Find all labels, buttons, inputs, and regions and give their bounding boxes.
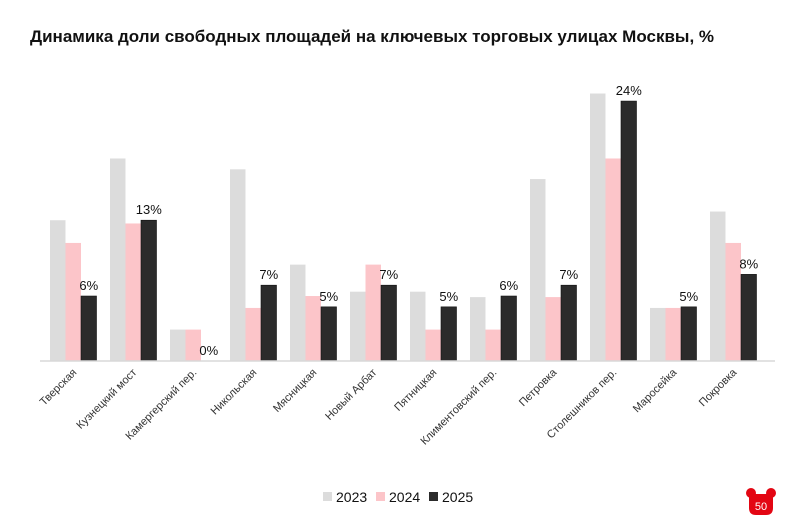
bar-2023 xyxy=(110,158,126,361)
bar-2024 xyxy=(605,158,621,361)
bar-2025 xyxy=(140,219,157,362)
bar-2025 xyxy=(320,306,337,362)
data-label: 0% xyxy=(199,343,218,358)
bar-2025 xyxy=(740,274,757,362)
bar-2024 xyxy=(485,329,501,361)
bar-2024 xyxy=(725,242,741,361)
bar-2024 xyxy=(305,296,321,361)
bar-2025 xyxy=(260,284,277,362)
bar-2025 xyxy=(620,100,637,362)
bar-2024 xyxy=(665,307,681,361)
logo-text: 50 xyxy=(755,501,767,513)
bar-2023 xyxy=(650,307,666,361)
x-tick-label: Мясницкая xyxy=(271,367,319,415)
bar-2023 xyxy=(530,179,546,361)
bar-2025 xyxy=(80,295,97,362)
legend-label: 2024 xyxy=(389,489,420,505)
data-label: 13% xyxy=(136,202,162,217)
bar-2024 xyxy=(365,264,381,361)
bar-2024 xyxy=(425,329,441,361)
x-tick-label: Маросейка xyxy=(631,366,680,415)
bear-logo-icon: 50 xyxy=(746,488,776,515)
bar-2025 xyxy=(380,284,397,362)
data-label: 5% xyxy=(439,289,458,304)
bar-2025 xyxy=(680,306,697,362)
x-tick-label: Пятницкая xyxy=(392,367,439,414)
bar-2024 xyxy=(65,242,81,361)
chart-title: Динамика доли свободных площадей на ключ… xyxy=(30,27,715,46)
bar-2025 xyxy=(500,295,517,362)
data-label: 6% xyxy=(499,278,518,293)
data-label: 7% xyxy=(259,267,278,282)
x-tick-label: Кузнецкий мост xyxy=(74,367,139,432)
bar-2023 xyxy=(290,264,306,361)
data-label: 7% xyxy=(559,267,578,282)
legend-swatch-2024 xyxy=(376,492,385,501)
bar-2023 xyxy=(710,211,726,361)
bar-2023 xyxy=(230,169,246,361)
x-tick-label: Новый Арбат xyxy=(323,367,379,423)
bar-2024 xyxy=(245,307,261,361)
legend-label: 2023 xyxy=(336,489,367,505)
bar-2025 xyxy=(560,284,577,362)
bar-2023 xyxy=(470,297,486,361)
bar-2023 xyxy=(410,291,426,361)
bar-2023 xyxy=(170,329,186,361)
data-label: 5% xyxy=(679,289,698,304)
x-tick-label: Тверская xyxy=(38,367,80,409)
x-tick-label: Петровка xyxy=(517,366,560,409)
legend-swatch-2025 xyxy=(429,492,438,501)
legend-label: 2025 xyxy=(442,489,473,505)
data-label: 7% xyxy=(379,267,398,282)
data-label: 24% xyxy=(616,83,642,98)
bar-2023 xyxy=(590,93,606,362)
data-label: 6% xyxy=(79,278,98,293)
bar-2024 xyxy=(185,329,201,361)
data-label: 8% xyxy=(739,256,758,271)
x-tick-label: Никольская xyxy=(209,367,260,418)
bar-2023 xyxy=(50,220,66,361)
data-label: 5% xyxy=(319,289,338,304)
x-tick-label: Покровка xyxy=(697,366,740,409)
legend-swatch-2023 xyxy=(323,492,332,501)
bar-2025 xyxy=(440,306,457,362)
bar-2023 xyxy=(350,291,366,361)
bar-2024 xyxy=(125,223,141,361)
bar-2024 xyxy=(545,297,561,361)
